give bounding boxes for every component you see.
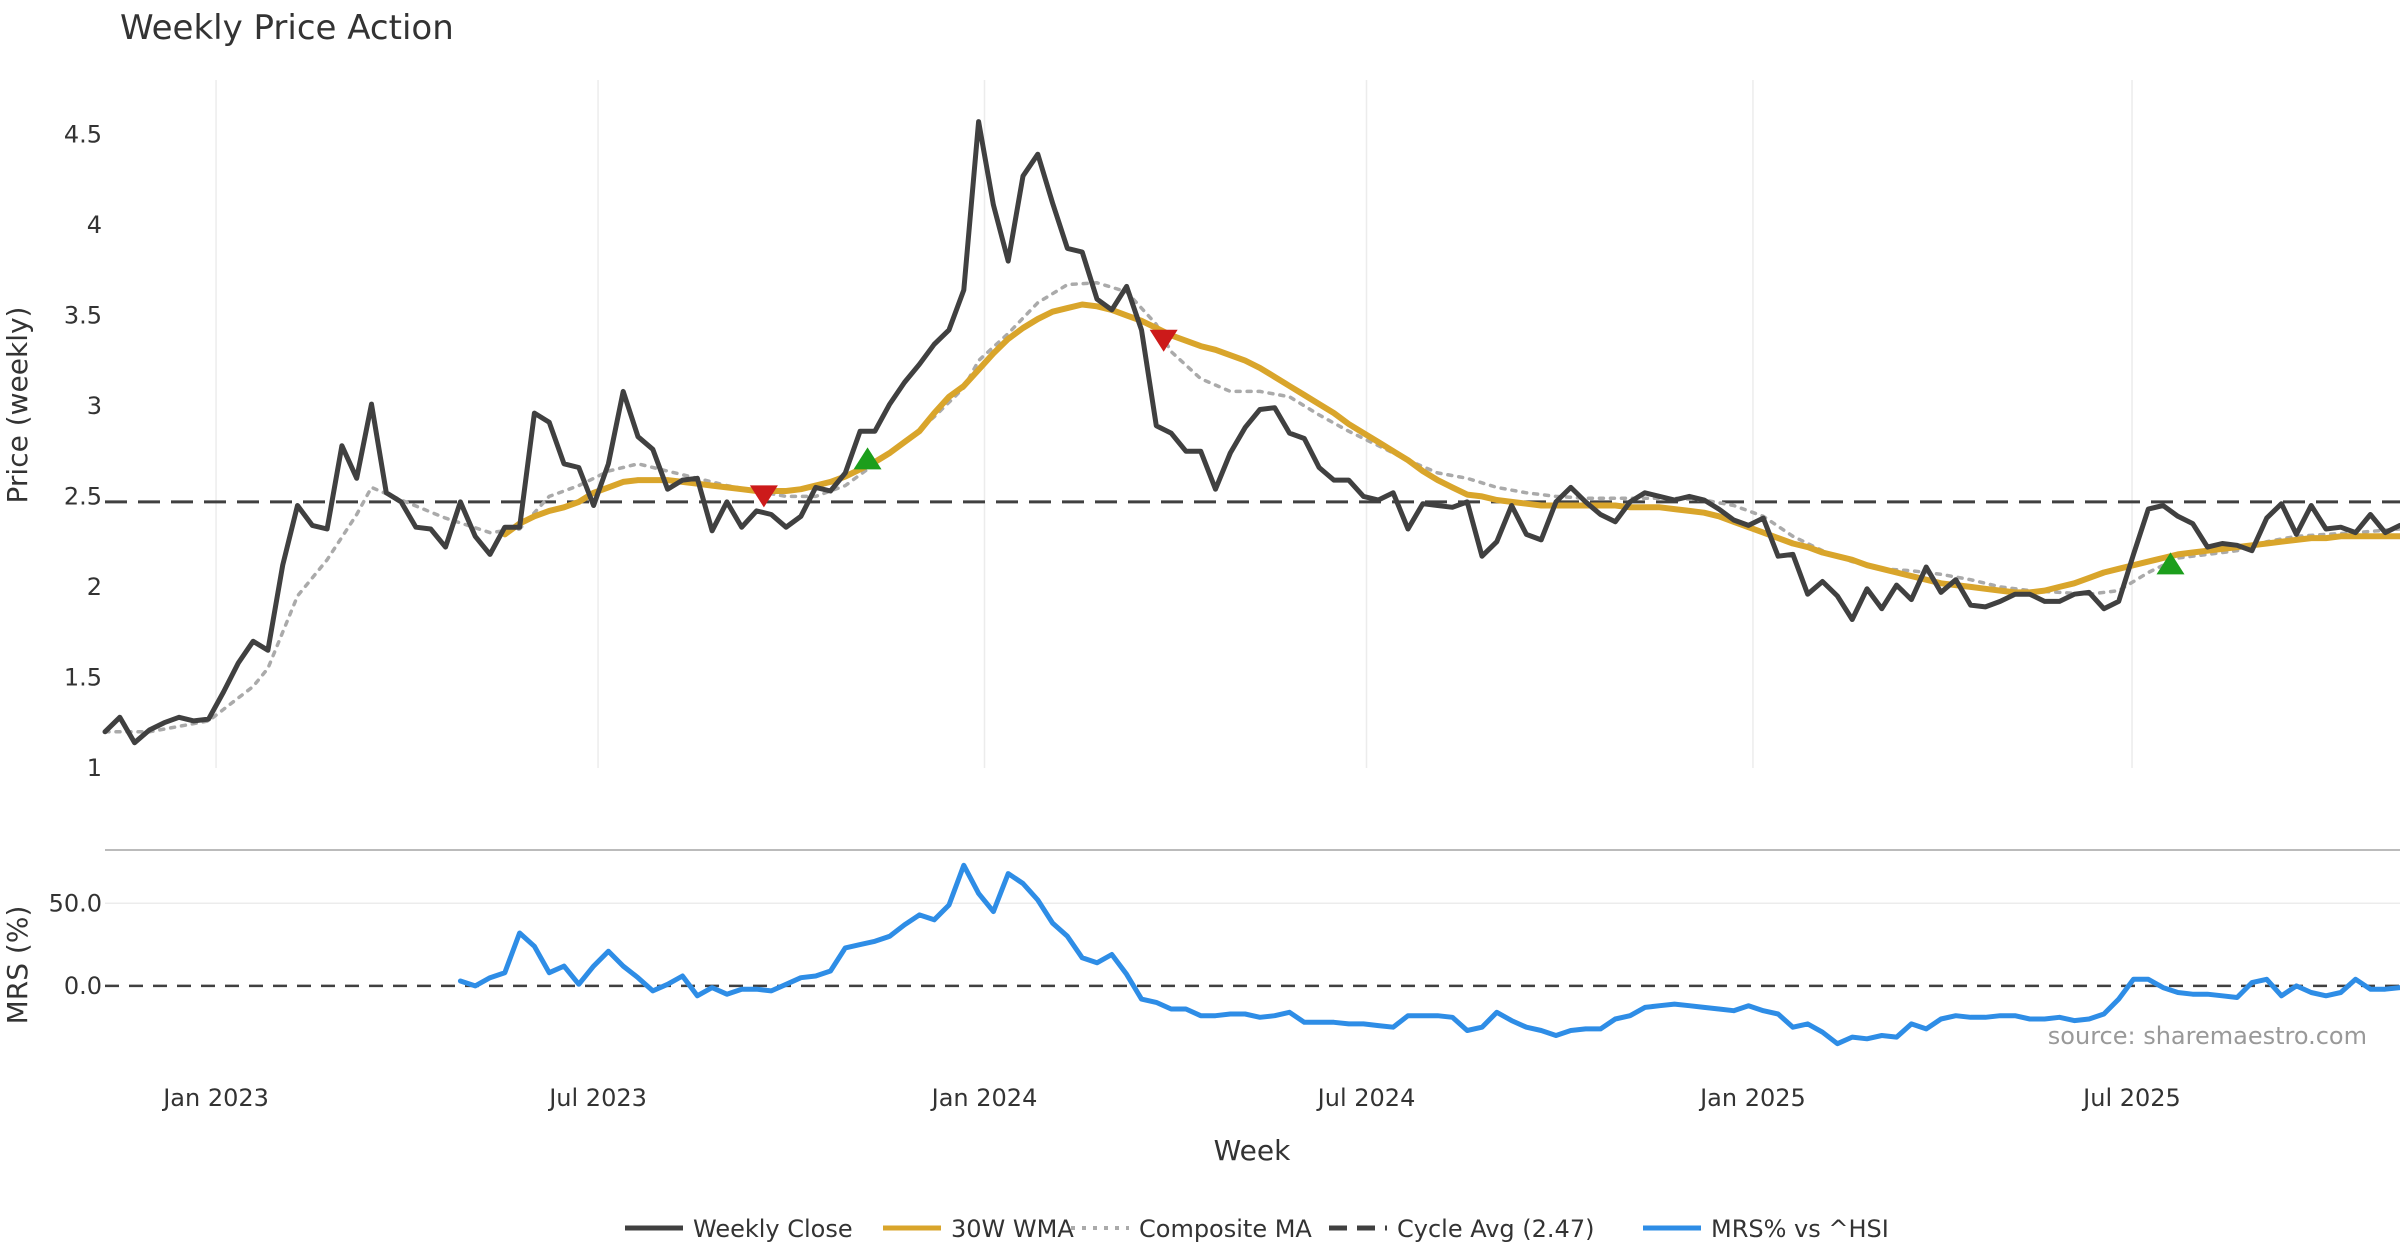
legend-label: 30W WMA: [951, 1215, 1074, 1243]
mrs-y-tick-label: 0.0: [64, 972, 102, 1000]
price-y-tick-label: 3.5: [64, 301, 102, 329]
legend-label: Cycle Avg (2.47): [1397, 1215, 1594, 1243]
legend-label: Composite MA: [1139, 1215, 1312, 1243]
price-y-tick-label: 4: [87, 211, 102, 239]
price-y-tick-label: 1: [87, 754, 102, 782]
chart-title: Weekly Price Action: [120, 8, 454, 48]
x-tick-label: Jul 2025: [2081, 1084, 2181, 1112]
price-y-axis-title: Price (weekly): [1, 307, 34, 504]
legend-item: Weekly Close: [625, 1215, 853, 1243]
legend-item: Cycle Avg (2.47): [1329, 1215, 1594, 1243]
legend-item: MRS% vs ^HSI: [1643, 1215, 1889, 1243]
price-y-tick-label: 2: [87, 573, 102, 601]
price-y-tick-label: 2.5: [64, 482, 102, 510]
sell-signal-marker: [749, 485, 778, 508]
series-line-30w-wma: [501, 301, 2400, 596]
price-y-axis: 1 1.5 2 2.5 3 3.5 4 4.5: [64, 120, 102, 782]
legend-label: Weekly Close: [693, 1215, 853, 1243]
x-tick-label: Jul 2024: [1316, 1084, 1416, 1112]
mrs-y-axis-title: MRS (%): [1, 906, 34, 1025]
buy-signal-marker: [2156, 552, 2185, 575]
series-line-weekly-close: [102, 119, 2400, 746]
x-tick-label: Jan 2023: [161, 1084, 269, 1112]
mrs-y-tick-label: 50.0: [49, 889, 102, 917]
price-y-tick-label: 4.5: [64, 120, 102, 148]
sell-signal-marker: [1149, 329, 1178, 352]
x-tick-label: Jan 2024: [930, 1084, 1038, 1112]
x-tick-label: Jul 2023: [547, 1084, 647, 1112]
series-line-composite-ma: [103, 281, 2400, 734]
x-tick-label: Jan 2025: [1698, 1084, 1806, 1112]
legend: Weekly Close 30W WMA Composite MA Cycle Avg…: [625, 1215, 1889, 1243]
price-y-tick-label: 3: [87, 392, 102, 420]
mrs-y-axis: 0.0 50.0: [49, 889, 102, 1000]
x-axis: Jan 2023 Jul 2023 Jan 2024 Jul 2024 Jan 2025…: [161, 1084, 2181, 1112]
mrs-plot: [105, 862, 2400, 1047]
gridlines: [105, 80, 2400, 905]
price-plot: [102, 119, 2400, 746]
x-axis-title: Week: [1214, 1134, 1291, 1167]
legend-item: Composite MA: [1071, 1215, 1312, 1243]
source-note: source: sharemaestro.com: [2048, 1022, 2367, 1050]
series-line-mrs: [457, 862, 2400, 1047]
legend-item: 30W WMA: [883, 1215, 1074, 1243]
buy-signal-marker: [853, 447, 882, 470]
legend-label: MRS% vs ^HSI: [1711, 1215, 1889, 1243]
price-y-tick-label: 1.5: [64, 663, 102, 691]
